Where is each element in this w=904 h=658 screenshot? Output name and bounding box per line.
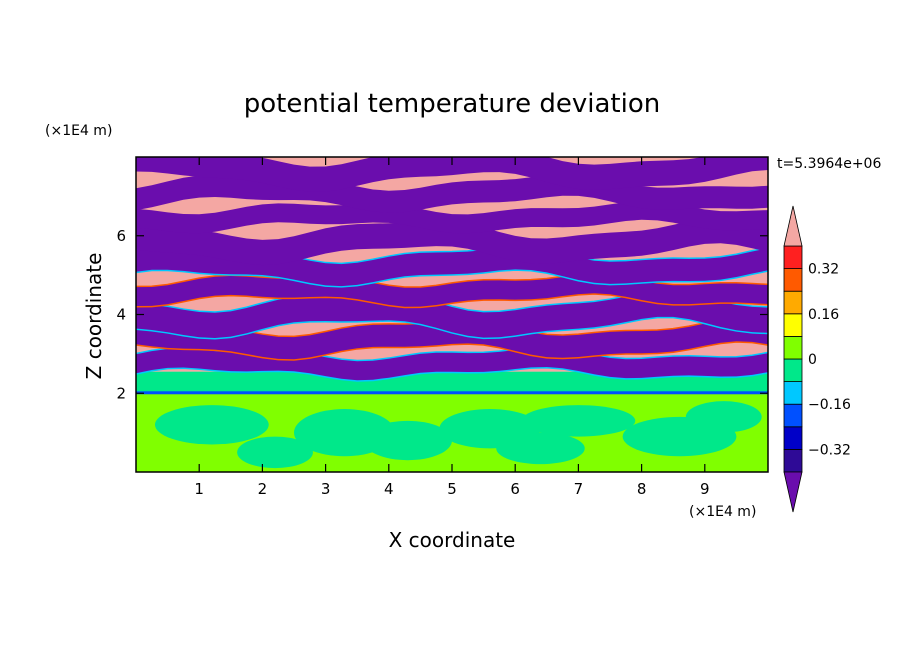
y-tick-label: 6 (116, 227, 126, 245)
x-tick-label: 1 (194, 480, 204, 498)
colorbar-tick-label: −0.32 (808, 442, 851, 458)
colorbar-bin (783, 448, 803, 473)
y-axis-title: Z coordinate (82, 253, 106, 380)
contour-stripe (136, 218, 768, 266)
y-unit-label: (×1E4 m) (45, 123, 112, 139)
x-tick-label: 3 (321, 480, 331, 498)
colorbar-bin (783, 403, 803, 428)
x-tick-label: 2 (258, 480, 268, 498)
contour-blob (685, 401, 762, 433)
colorbar-tick-label: 0.16 (808, 307, 839, 323)
contour-blob (521, 405, 636, 437)
contour-blob (154, 405, 269, 445)
colorbar-extend-bottom (783, 471, 803, 513)
x-tick-label: 8 (637, 480, 647, 498)
y-axis: 2 4 6 (116, 227, 768, 402)
colorbar-tick-label: −0.16 (808, 397, 851, 413)
x-tick-label: 7 (574, 480, 584, 498)
contour-stripe (136, 157, 768, 192)
x-tick-label: 9 (700, 480, 710, 498)
contour-stripe (136, 200, 768, 234)
contour-blob (237, 436, 313, 469)
colorbar-bin (783, 358, 803, 383)
x-axis: 1 2 3 4 5 6 7 8 9 (194, 157, 710, 498)
time-label: t=5.3964e+06 (777, 156, 881, 172)
colorbar-tick-label: 0 (808, 352, 817, 368)
colorbar-bin (783, 290, 803, 315)
x-tick-label: 5 (447, 480, 457, 498)
x-tick-label: 6 (510, 480, 520, 498)
colorbar-bin (783, 313, 803, 337)
y-tick-label: 4 (116, 306, 126, 324)
colorbar-bin (783, 381, 803, 405)
x-unit-label: (×1E4 m) (689, 504, 756, 520)
colorbar-bin (783, 335, 803, 360)
colorbar-tick-label: 0.32 (808, 262, 839, 278)
contour-stripe (136, 319, 768, 360)
y-tick-label: 2 (116, 384, 126, 402)
transition-line (136, 391, 768, 395)
contour-blob (363, 420, 453, 461)
x-axis-title: X coordinate (389, 528, 516, 552)
contour-stripe (136, 291, 768, 338)
plot-area (136, 157, 768, 472)
contour-stripe (136, 247, 768, 287)
colorbar-bin (783, 245, 803, 270)
colorbar: 0.32 0.16 0 −0.16 −0.32 (783, 205, 851, 513)
colorbar-bin (783, 268, 803, 292)
colorbar-extend-top (783, 205, 803, 247)
chart-title: potential temperature deviation (244, 89, 660, 119)
colorbar-bin (783, 426, 803, 450)
x-tick-label: 4 (384, 480, 394, 498)
contour-blob (496, 432, 585, 465)
